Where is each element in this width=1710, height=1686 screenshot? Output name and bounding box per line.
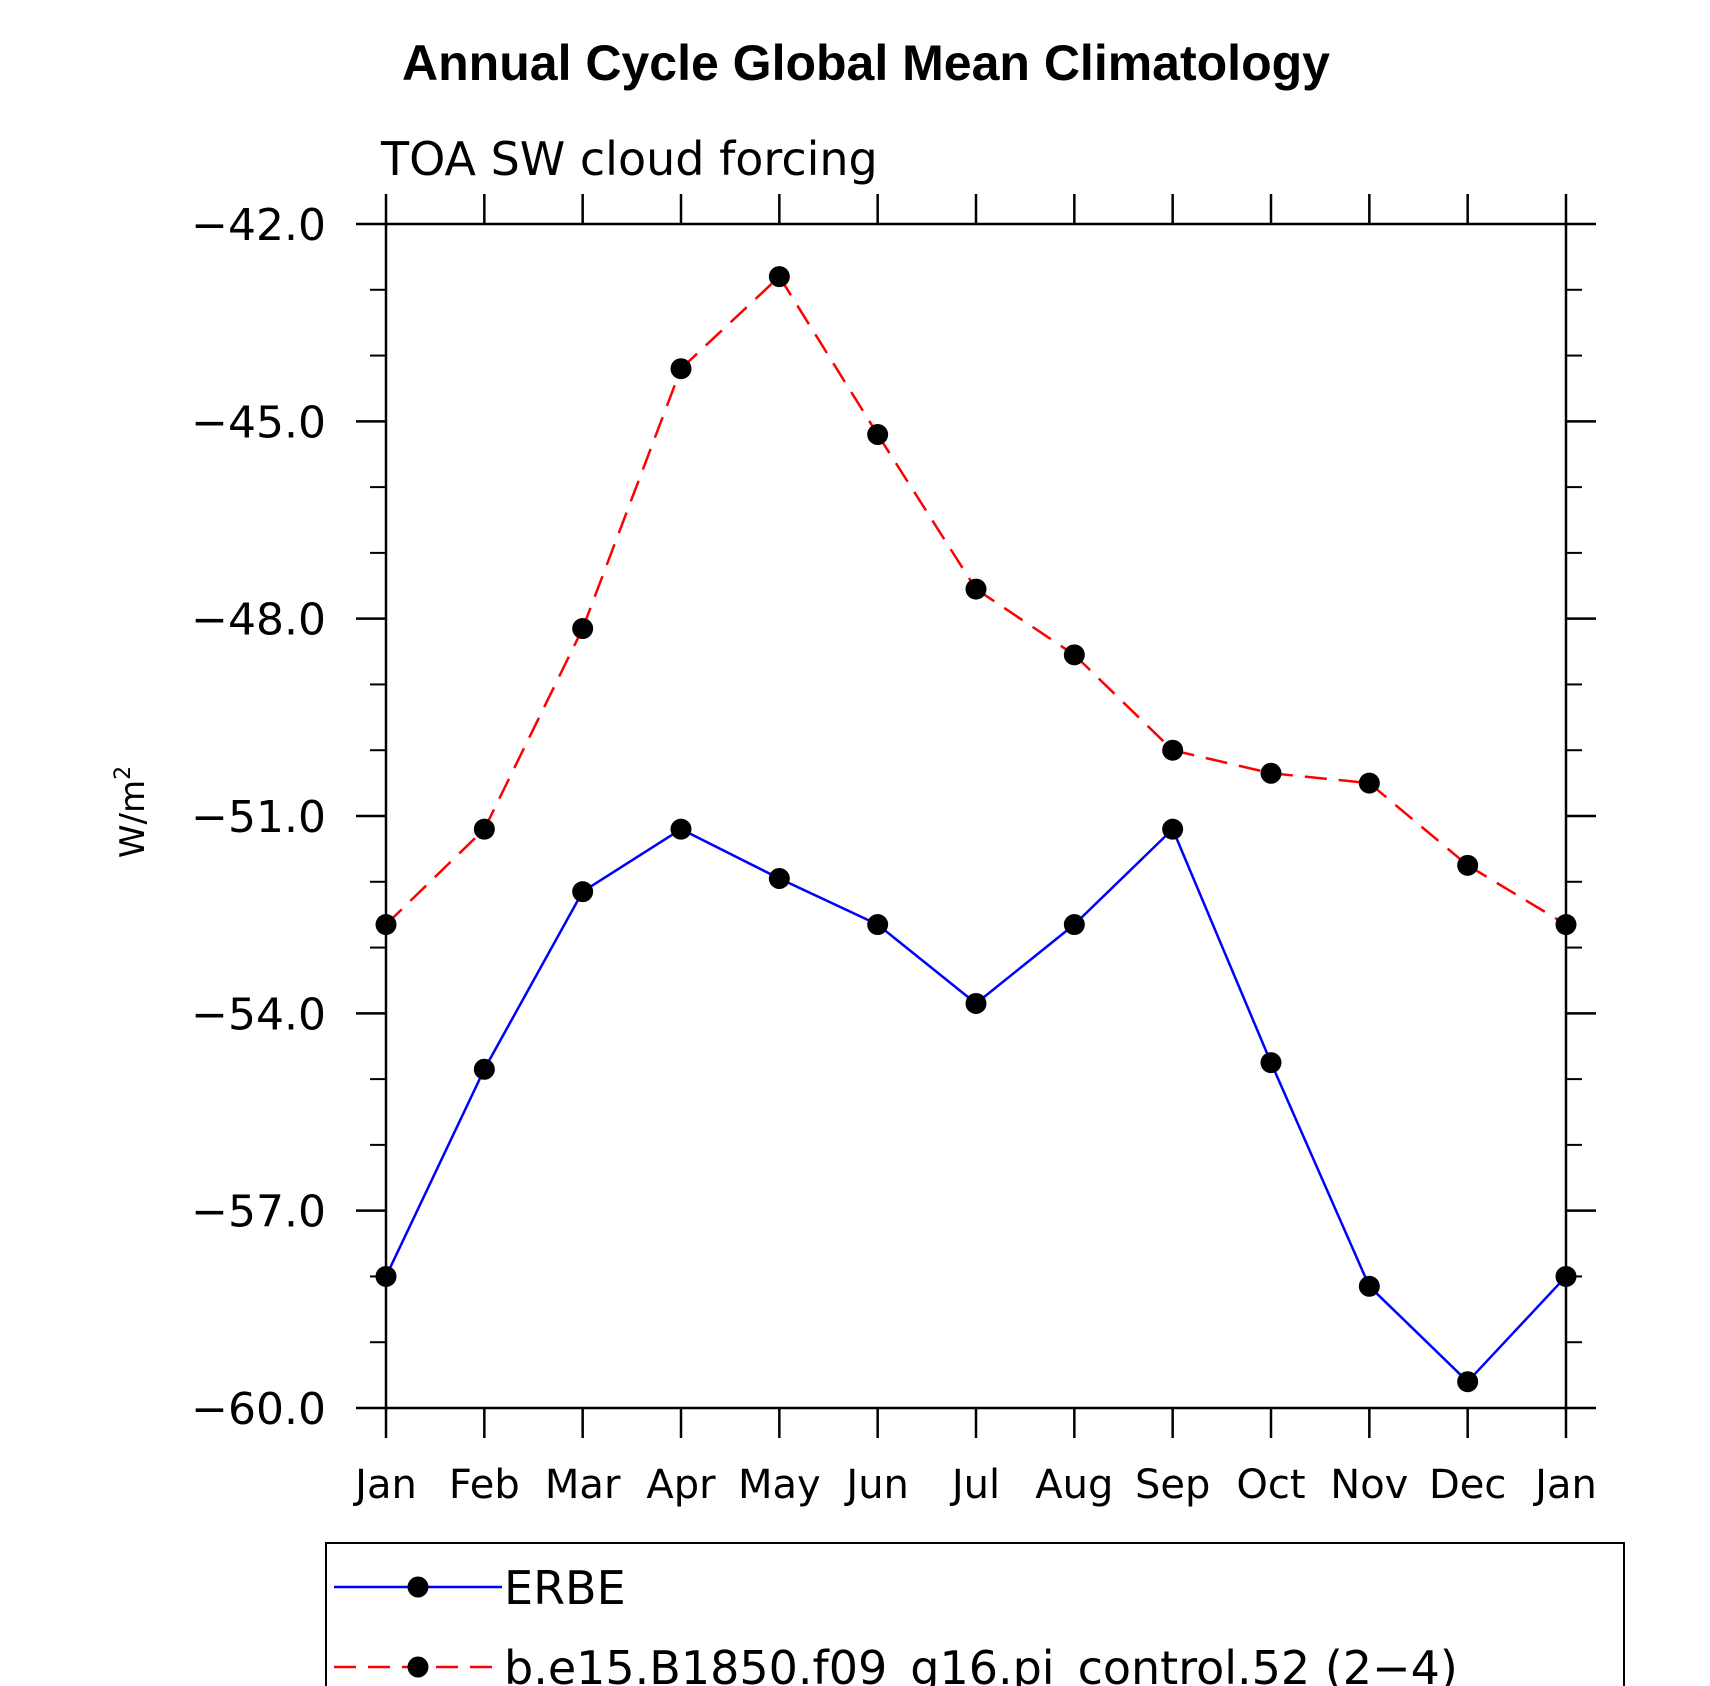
series-segment (483, 627, 584, 830)
series-segment (1073, 653, 1174, 752)
series-segment (1269, 1062, 1371, 1287)
y-tick-label: −45.0 (191, 397, 326, 448)
chart-title: Annual Cycle Global Mean Climatology (402, 35, 1330, 91)
plot-frame (384, 222, 1568, 1410)
legend-marker (407, 1656, 429, 1678)
series-segment (680, 828, 780, 880)
y-tick-label: −51.0 (191, 792, 326, 843)
legend-label: ERBE (504, 1561, 626, 1615)
data-point (473, 818, 495, 840)
data-point (1555, 1265, 1577, 1287)
series-segment (1172, 749, 1272, 775)
x-tick-label: Oct (1236, 1462, 1305, 1508)
x-tick-label: Aug (1035, 1462, 1113, 1508)
series-segment (1467, 864, 1567, 926)
series-segment (1171, 828, 1273, 1064)
y-tick-label: −48.0 (191, 595, 326, 646)
data-point (572, 618, 594, 640)
series-1 (375, 266, 1577, 936)
y-tick-label: −57.0 (191, 1187, 326, 1238)
data-point (1260, 762, 1282, 784)
data-point (1260, 1052, 1282, 1074)
legend: ERBE b.e15.B1850.f09_g16.pi_control.52 (2… (325, 1542, 1625, 1686)
data-point (1162, 739, 1184, 761)
series-segment (581, 828, 682, 893)
series-segment (1368, 782, 1469, 867)
x-tick-label: Jan (352, 1462, 417, 1508)
y-tick-label: −60.0 (191, 1384, 326, 1435)
series-segment (975, 923, 1076, 1005)
x-tick-label: Jun (843, 1462, 909, 1508)
x-tick-label: Feb (449, 1462, 520, 1508)
data-point (1457, 1371, 1479, 1393)
x-tick-label: Dec (1429, 1462, 1506, 1508)
series-segment (581, 368, 683, 629)
x-tick-label: Jul (949, 1462, 1000, 1508)
data-point (670, 358, 692, 380)
series-0 (375, 818, 1577, 1393)
data-point (1555, 914, 1577, 936)
data-point (1358, 772, 1380, 794)
series-segment (778, 275, 879, 436)
series-segment (384, 1068, 486, 1277)
data-point (670, 818, 692, 840)
y-axis-label-text: W/m (113, 780, 153, 858)
data-point (375, 1265, 397, 1287)
y-axis-label-superscript: 2 (111, 766, 136, 780)
series-segment (876, 923, 977, 1005)
series-segment (778, 877, 879, 926)
series-segment (876, 433, 978, 590)
data-point (1063, 914, 1085, 936)
data-point (1063, 644, 1085, 666)
data-point (375, 914, 397, 936)
svg-text:W/m2: W/m2 (111, 766, 153, 858)
data-point (867, 423, 889, 445)
axes: −60.0 −57.0 −54.0 −51.0 −48.0 −45.0 −42.0 Jan Fe… (191, 194, 1597, 1508)
x-tick-label: Mar (545, 1462, 621, 1508)
y-tick-label: −54.0 (191, 989, 326, 1040)
series-segment (1466, 1275, 1567, 1383)
series-segment (1368, 1285, 1469, 1383)
series-layer (375, 266, 1577, 1393)
x-tick-label: Sep (1135, 1462, 1210, 1508)
series-segment (975, 588, 1076, 656)
data-point (473, 1058, 495, 1080)
series-segment (680, 275, 781, 370)
series-segment (1270, 772, 1370, 785)
series-segment (483, 891, 584, 1070)
legend-label: b.e15.B1850.f09_g16.pi_control.52 (2−4) (504, 1641, 1458, 1686)
series-segment (1073, 828, 1174, 926)
legend-box (325, 1542, 1625, 1686)
x-tick-label: May (738, 1462, 821, 1508)
data-point (1358, 1275, 1380, 1297)
data-point (572, 881, 594, 903)
x-tick-label: Apr (646, 1462, 716, 1508)
series-segment (385, 828, 486, 926)
data-point (768, 266, 790, 288)
data-point (867, 914, 889, 936)
y-axis-label: W/m2 (111, 766, 153, 858)
x-tick-label: Jan (1532, 1462, 1597, 1508)
y-tick-label: −42.0 (191, 200, 326, 251)
chart-subtitle: TOA SW cloud forcing (380, 132, 878, 186)
legend-marker (407, 1576, 429, 1598)
x-tick-label: Nov (1330, 1462, 1408, 1508)
data-point (965, 578, 987, 600)
data-point (965, 992, 987, 1014)
data-point (1162, 818, 1184, 840)
data-point (768, 867, 790, 889)
data-point (1457, 854, 1479, 876)
